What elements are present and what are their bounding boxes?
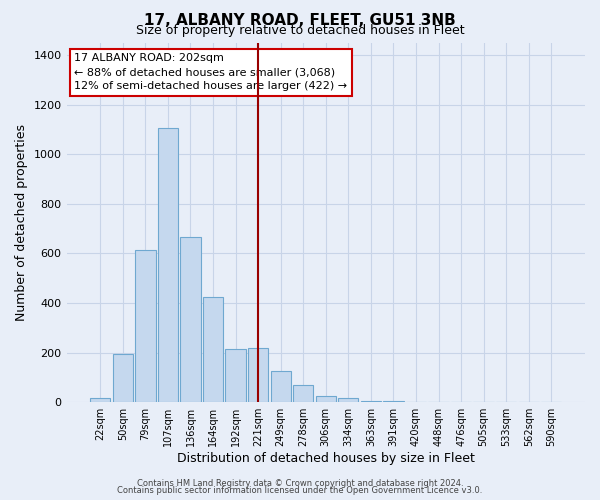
Text: 17 ALBANY ROAD: 202sqm
← 88% of detached houses are smaller (3,068)
12% of semi-: 17 ALBANY ROAD: 202sqm ← 88% of detached…	[74, 54, 347, 92]
Bar	[338, 398, 358, 402]
Bar	[316, 396, 336, 402]
Text: Contains HM Land Registry data © Crown copyright and database right 2024.: Contains HM Land Registry data © Crown c…	[137, 478, 463, 488]
Bar	[248, 348, 268, 402]
Bar	[181, 237, 200, 402]
Text: Contains public sector information licensed under the Open Government Licence v3: Contains public sector information licen…	[118, 486, 482, 495]
Bar	[361, 401, 381, 402]
Bar	[135, 250, 155, 402]
Bar	[158, 128, 178, 402]
Text: 17, ALBANY ROAD, FLEET, GU51 3NB: 17, ALBANY ROAD, FLEET, GU51 3NB	[144, 13, 456, 28]
Text: Size of property relative to detached houses in Fleet: Size of property relative to detached ho…	[136, 24, 464, 37]
Bar	[113, 354, 133, 402]
X-axis label: Distribution of detached houses by size in Fleet: Distribution of detached houses by size …	[177, 452, 475, 465]
Bar	[226, 349, 246, 402]
Bar	[90, 398, 110, 402]
Bar	[271, 371, 291, 402]
Bar	[203, 297, 223, 402]
Bar	[293, 386, 313, 402]
Y-axis label: Number of detached properties: Number of detached properties	[15, 124, 28, 321]
